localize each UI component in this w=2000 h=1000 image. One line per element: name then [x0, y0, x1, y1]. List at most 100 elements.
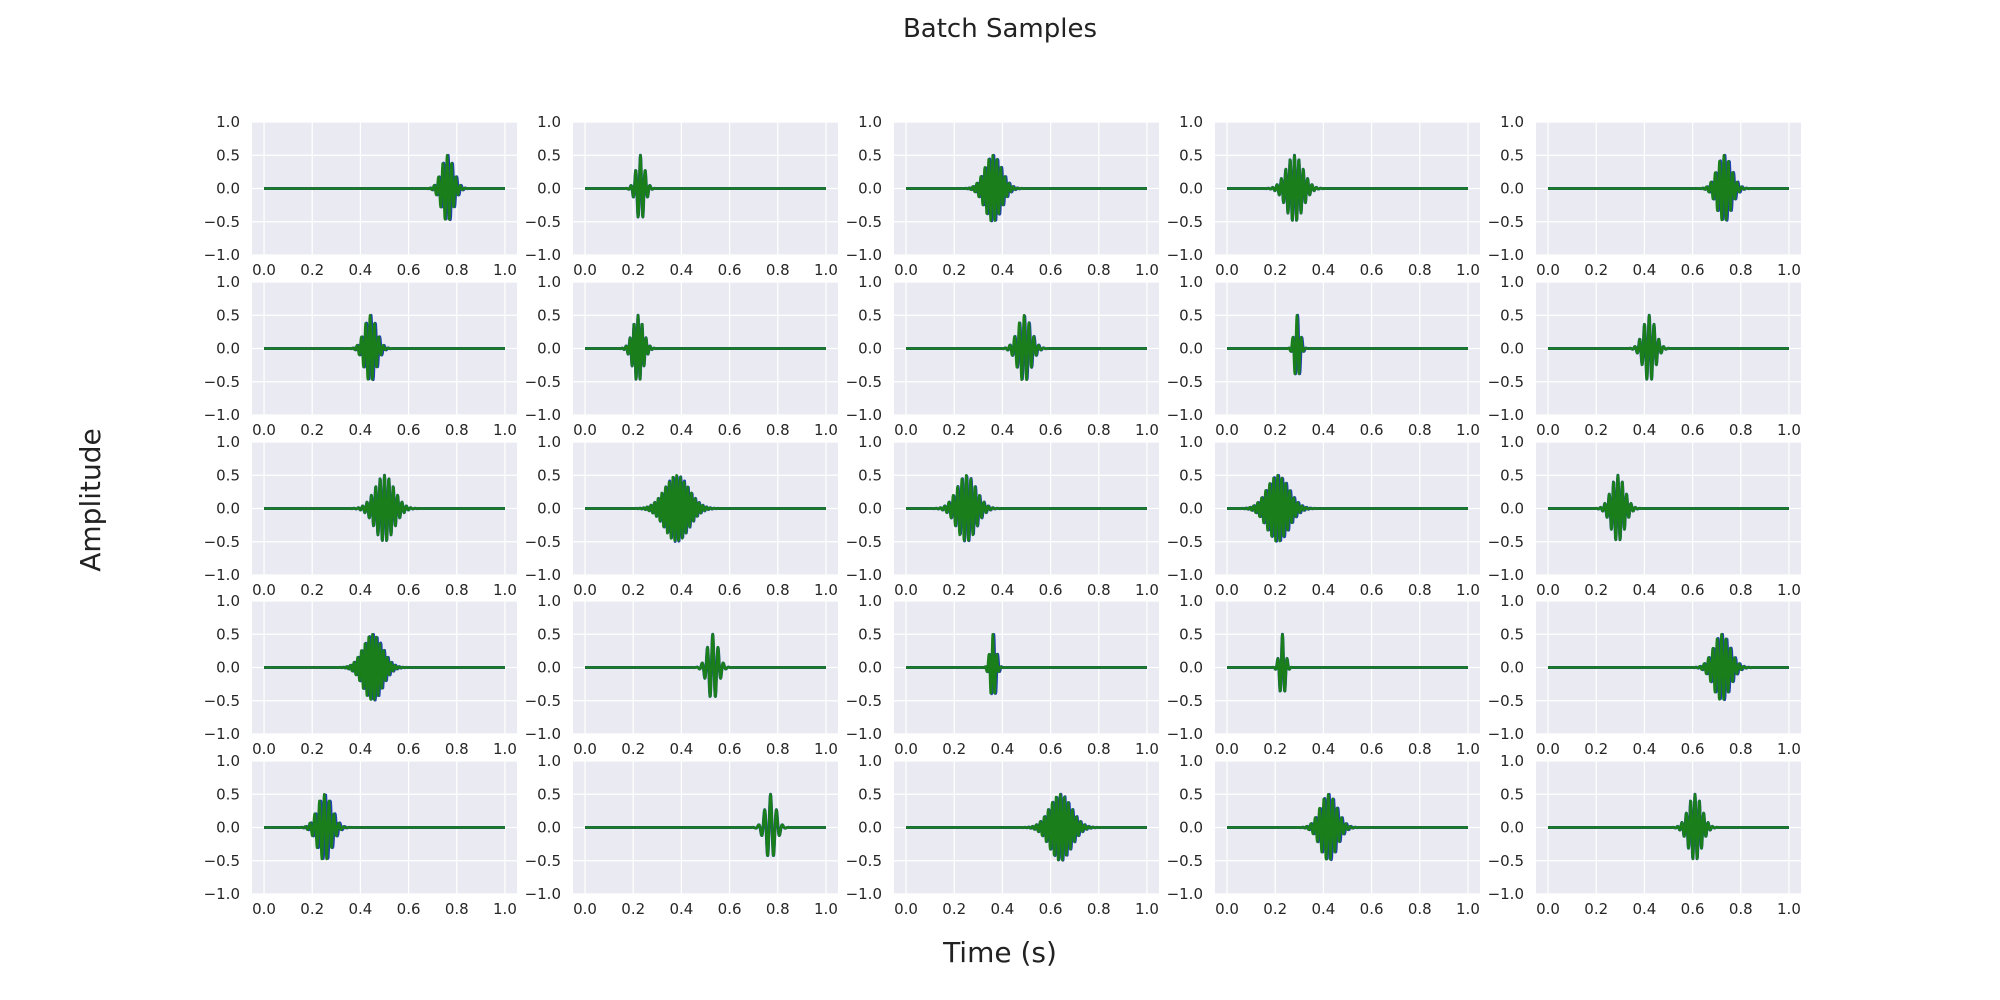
y-tick-label: 0.0	[537, 180, 561, 198]
subplot-5: 0.0 0.2 0.4 0.6 0.8 1.0 1.0 0.5 0.0 −0.5 −1.0	[1488, 113, 1801, 279]
x-tick-label: 1.0	[1777, 261, 1801, 279]
y-tick-label: −0.5	[1167, 533, 1203, 551]
x-tick-label: 0.8	[445, 900, 469, 918]
x-tick-label: 0.8	[1408, 740, 1432, 758]
y-tick-label: −1.0	[1167, 885, 1203, 903]
x-tick-label: 0.2	[621, 421, 645, 439]
subplot-21: 0.0 0.2 0.4 0.6 0.8 1.0 1.0 0.5 0.0 −0.5 −1.0	[204, 752, 517, 918]
x-tick-label: 0.4	[348, 740, 372, 758]
x-tick-label: 0.6	[397, 740, 421, 758]
x-tick-label: 0.6	[1681, 740, 1705, 758]
x-tick-label: 0.0	[1536, 421, 1560, 439]
y-tick-label: −0.5	[204, 213, 240, 231]
x-tick-label: 0.8	[1408, 900, 1432, 918]
x-tick-label: 0.6	[718, 581, 742, 599]
x-tick-label: 1.0	[1456, 740, 1480, 758]
x-tick-label: 0.6	[397, 581, 421, 599]
x-tick-label: 0.2	[621, 261, 645, 279]
y-tick-label: 0.0	[858, 500, 882, 518]
y-tick-label: 1.0	[537, 113, 561, 131]
y-tick-label: −0.5	[846, 692, 882, 710]
subplot-16: 0.0 0.2 0.4 0.6 0.8 1.0 1.0 0.5 0.0 −0.5 −1.0	[204, 592, 517, 758]
y-tick-label: 0.0	[858, 180, 882, 198]
x-tick-label: 0.6	[1681, 581, 1705, 599]
x-tick-label: 1.0	[493, 581, 517, 599]
x-tick-label: 1.0	[493, 261, 517, 279]
x-tick-label: 1.0	[1777, 421, 1801, 439]
x-tick-label: 0.8	[1729, 740, 1753, 758]
x-tick-label: 1.0	[1777, 740, 1801, 758]
y-tick-label: −0.5	[525, 533, 561, 551]
series-line-green	[263, 792, 506, 861]
y-tick-label: −0.5	[525, 213, 561, 231]
y-tick-label: −1.0	[204, 406, 240, 424]
y-tick-label: 0.5	[537, 625, 561, 643]
series-line-green	[905, 313, 1148, 381]
subplot-3: 0.0 0.2 0.4 0.6 0.8 1.0 1.0 0.5 0.0 −0.5 −1.0	[846, 113, 1159, 279]
y-tick-label: 1.0	[216, 273, 240, 291]
x-tick-label: 1.0	[814, 261, 838, 279]
x-tick-label: 0.6	[1360, 581, 1384, 599]
series-line-green	[905, 632, 1148, 695]
subplot-7: 0.0 0.2 0.4 0.6 0.8 1.0 1.0 0.5 0.0 −0.5 −1.0	[525, 273, 838, 439]
x-tick-label: 0.6	[1360, 421, 1384, 439]
series-line-green	[584, 473, 827, 542]
x-tick-label: 0.2	[300, 900, 324, 918]
y-tick-label: 0.5	[216, 306, 240, 324]
y-tick-label: 1.0	[1500, 433, 1524, 451]
y-tick-label: 1.0	[1179, 113, 1203, 131]
y-tick-label: 1.0	[216, 113, 240, 131]
x-tick-label: 0.8	[1408, 581, 1432, 599]
y-tick-label: 1.0	[1179, 433, 1203, 451]
y-tick-label: −1.0	[846, 725, 882, 743]
y-tick-label: −1.0	[1488, 885, 1524, 903]
subplot-1: 0.0 0.2 0.4 0.6 0.8 1.0 1.0 0.5 0.0 −0.5 −1.0	[204, 113, 517, 279]
y-tick-label: 0.5	[858, 625, 882, 643]
series-line-green	[263, 313, 506, 381]
x-tick-label: 0.0	[894, 581, 918, 599]
subplot-22: 0.0 0.2 0.4 0.6 0.8 1.0 1.0 0.5 0.0 −0.5 −1.0	[525, 752, 838, 918]
x-tick-label: 0.6	[1360, 740, 1384, 758]
x-tick-label: 0.0	[1536, 581, 1560, 599]
x-tick-label: 0.6	[1681, 261, 1705, 279]
y-tick-label: −1.0	[204, 725, 240, 743]
x-tick-label: 0.8	[1408, 261, 1432, 279]
x-tick-label: 0.0	[573, 581, 597, 599]
x-tick-label: 0.4	[1311, 261, 1335, 279]
x-tick-label: 0.4	[1632, 900, 1656, 918]
x-tick-label: 0.2	[1584, 581, 1608, 599]
y-tick-label: 0.0	[1179, 819, 1203, 837]
x-tick-label: 0.2	[942, 261, 966, 279]
y-axis-label: Amplitude	[74, 428, 107, 572]
y-tick-label: −1.0	[1488, 246, 1524, 264]
y-tick-label: 0.0	[1179, 659, 1203, 677]
y-tick-label: 0.5	[1179, 625, 1203, 643]
series-line-green	[1226, 313, 1469, 376]
series-line-green	[905, 153, 1148, 222]
y-tick-label: −0.5	[1167, 852, 1203, 870]
subplot-24: 0.0 0.2 0.4 0.6 0.8 1.0 1.0 0.5 0.0 −0.5 −1.0	[1167, 752, 1480, 918]
x-tick-label: 0.8	[766, 581, 790, 599]
series-line-green	[263, 473, 506, 542]
x-tick-label: 1.0	[1777, 581, 1801, 599]
y-tick-label: 1.0	[1500, 592, 1524, 610]
x-tick-label: 0.0	[1536, 740, 1560, 758]
subplot-9: 0.0 0.2 0.4 0.6 0.8 1.0 1.0 0.5 0.0 −0.5 −1.0	[1167, 273, 1480, 439]
x-tick-label: 0.6	[397, 261, 421, 279]
x-tick-label: 0.4	[1311, 421, 1335, 439]
series-line-green	[905, 792, 1148, 862]
y-tick-label: 1.0	[537, 752, 561, 770]
subplot-11: 0.0 0.2 0.4 0.6 0.8 1.0 1.0 0.5 0.0 −0.5 −1.0	[204, 433, 517, 599]
y-tick-label: −1.0	[1488, 566, 1524, 584]
y-tick-label: 0.0	[1179, 500, 1203, 518]
x-tick-label: 0.6	[1360, 900, 1384, 918]
x-tick-label: 0.6	[718, 900, 742, 918]
x-tick-label: 1.0	[1135, 900, 1159, 918]
x-tick-label: 0.0	[1215, 581, 1239, 599]
y-tick-label: −1.0	[1167, 725, 1203, 743]
y-tick-label: 0.0	[1500, 500, 1524, 518]
x-tick-label: 0.0	[894, 900, 918, 918]
series-line-green	[1547, 153, 1790, 222]
x-tick-label: 0.2	[300, 261, 324, 279]
